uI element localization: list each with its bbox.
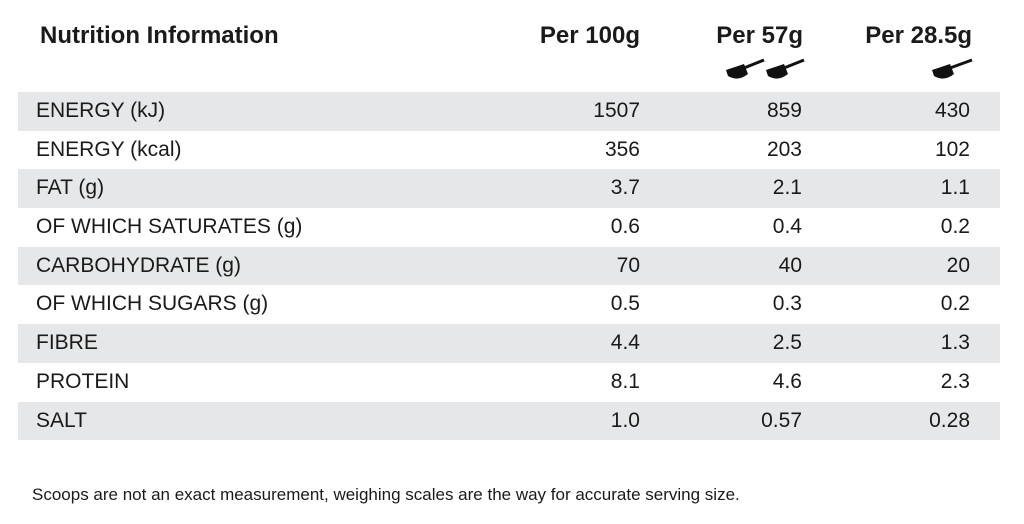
- table-cell: 0.4: [772, 215, 802, 239]
- column-header: Per 57g: [716, 22, 803, 49]
- table-row: FAT (g) 3.7 2.1 1.1: [18, 169, 1000, 209]
- table-row: PROTEIN 8.1 4.6 2.3: [18, 363, 1000, 402]
- table-cell: 2.3: [940, 369, 970, 393]
- scoop-icons: [726, 58, 805, 79]
- table-cell: 40: [778, 253, 802, 277]
- scoop-icon: [766, 58, 805, 79]
- table-cell: 8.1: [610, 369, 640, 393]
- table-title: Nutrition Information: [40, 22, 279, 49]
- table-cell: 430: [934, 99, 970, 122]
- scoop-icons: [932, 58, 973, 79]
- table-cell: 0.57: [761, 408, 802, 432]
- table-cell: 1.3: [940, 331, 970, 355]
- table-cell: 203: [766, 137, 802, 161]
- table-cell: 0.3: [772, 292, 802, 316]
- table-cell: 3.7: [610, 176, 640, 200]
- row-label: FIBRE: [36, 331, 98, 355]
- table-row: ENERGY (kJ) 1507 859 430: [18, 92, 1000, 131]
- row-label: FAT (g): [36, 176, 105, 200]
- table-cell: 70: [616, 253, 640, 277]
- table-cell: 4.6: [772, 369, 802, 393]
- table-cell: 0.2: [940, 215, 970, 239]
- column-header: Per 28.5g: [865, 22, 972, 49]
- table-row: OF WHICH SUGARS (g) 0.5 0.3 0.2: [18, 285, 1000, 324]
- table-cell: 1.1: [940, 176, 970, 200]
- table-cell: 4.4: [610, 331, 640, 355]
- table-row: OF WHICH SATURATES (g) 0.6 0.4 0.2: [18, 208, 1000, 247]
- table-cell: 20: [946, 253, 970, 277]
- table-cell: 102: [934, 137, 970, 161]
- row-label: SALT: [36, 408, 87, 432]
- scoop-icon: [932, 58, 973, 79]
- table-cell: 2.5: [772, 331, 802, 355]
- table-cell: 1507: [593, 99, 640, 122]
- row-label: ENERGY (kcal): [36, 137, 182, 161]
- table-cell: 2.1: [772, 176, 802, 200]
- table-row: ENERGY (kcal) 356 203 102: [18, 131, 1000, 170]
- table-cell: 859: [766, 99, 802, 122]
- column-header: Per 100g: [539, 22, 640, 49]
- row-label: OF WHICH SATURATES (g): [36, 215, 303, 239]
- table-row: FIBRE 4.4 2.5 1.3: [18, 324, 1000, 363]
- row-label: ENERGY (kJ): [36, 99, 166, 122]
- table-cell: 0.28: [929, 408, 970, 432]
- table-cell: 0.2: [940, 292, 970, 316]
- table-row: SALT 1.0 0.57 0.28: [18, 401, 1000, 441]
- table-cell: 0.5: [610, 292, 640, 316]
- table-cell: 0.6: [610, 215, 640, 239]
- row-label: OF WHICH SUGARS (g): [36, 292, 269, 316]
- nutrition-table: ENERGY (kJ) 1507 859 430 ENERGY (kcal) 356 203…: [18, 92, 1000, 441]
- footnote: Scoops are not an exact measurement, wei…: [32, 485, 740, 504]
- row-label: CARBOHYDRATE (g): [36, 253, 241, 277]
- table-row: CARBOHYDRATE (g) 70 40 20: [18, 246, 1000, 286]
- row-label: PROTEIN: [36, 369, 130, 393]
- table-cell: 356: [604, 137, 640, 161]
- table-cell: 1.0: [610, 408, 640, 432]
- scoop-icon: [726, 58, 765, 79]
